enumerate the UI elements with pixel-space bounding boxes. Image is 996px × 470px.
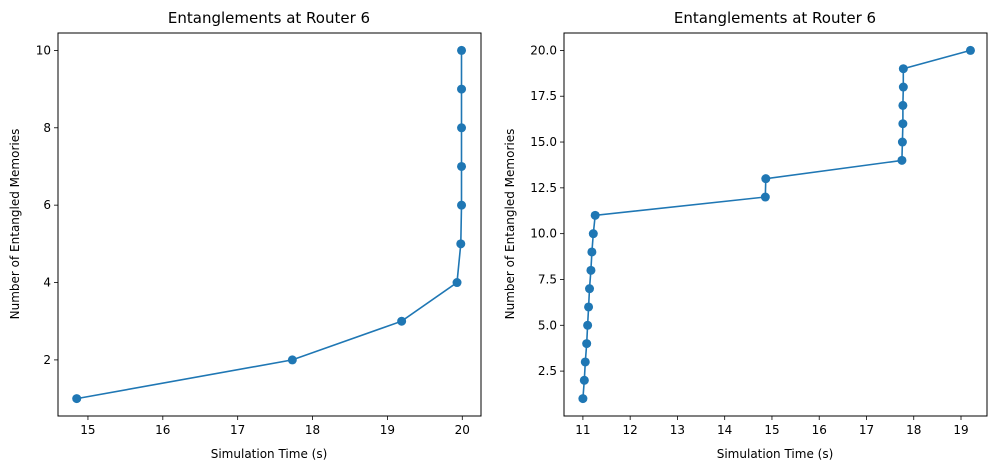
data-point <box>452 278 462 288</box>
y-tick-label: 12.5 <box>530 181 557 195</box>
plot-frame <box>57 32 482 417</box>
data-point <box>965 45 975 55</box>
data-point <box>457 123 467 133</box>
y-tick-label: 15.0 <box>530 135 557 149</box>
x-tick-label: 19 <box>380 423 395 437</box>
y-tick-label: 6 <box>43 198 51 212</box>
data-point <box>588 229 598 239</box>
x-tick-label: 15 <box>80 423 95 437</box>
y-tick-label: 10.0 <box>530 227 557 241</box>
plot-frame <box>563 32 988 417</box>
y-axis-label: Number of Entangled Memories <box>503 129 517 320</box>
chart-title: Entanglements at Router 6 <box>674 9 876 27</box>
data-point <box>582 339 592 349</box>
data-point <box>898 82 908 92</box>
data-point <box>457 161 467 171</box>
data-point <box>456 239 466 249</box>
data-point <box>760 192 770 202</box>
data-point <box>585 284 595 294</box>
y-tick-label: 4 <box>43 276 51 290</box>
series-line <box>76 50 463 400</box>
data-point <box>457 200 467 210</box>
data-point <box>898 119 908 129</box>
y-tick-label: 17.5 <box>530 89 557 103</box>
data-point <box>457 45 467 55</box>
data-point <box>583 320 593 330</box>
x-tick-label: 15 <box>764 423 779 437</box>
x-tick-label: 12 <box>623 423 638 437</box>
chart-right: Entanglements at Router 6 Simulation Tim… <box>503 9 988 461</box>
x-tick-label: 18 <box>906 423 921 437</box>
x-tick-label: 16 <box>812 423 827 437</box>
data-point <box>584 302 594 312</box>
data-point <box>898 100 908 110</box>
x-tick-label: 17 <box>859 423 874 437</box>
data-point <box>897 137 907 147</box>
y-tick-label: 8 <box>43 121 51 135</box>
x-tick-label: 16 <box>155 423 170 437</box>
data-point <box>457 84 467 94</box>
chart-title: Entanglements at Router 6 <box>168 9 370 27</box>
y-axis-label: Number of Entangled Memories <box>8 129 22 320</box>
y-tick-label: 20.0 <box>530 43 557 57</box>
y-tick-label: 2.5 <box>538 364 557 378</box>
y-tick-label: 5.0 <box>538 318 557 332</box>
x-tick-label: 19 <box>953 423 968 437</box>
x-axis-label: Simulation Time (s) <box>717 447 834 461</box>
y-tick-label: 2 <box>43 353 51 367</box>
data-point <box>898 64 908 74</box>
data-point <box>761 174 771 184</box>
y-tick-label: 7.5 <box>538 272 557 286</box>
data-point <box>397 316 407 326</box>
x-tick-label: 18 <box>305 423 320 437</box>
chart-left: Entanglements at Router 6 Simulation Tim… <box>8 9 482 461</box>
x-tick-label: 13 <box>670 423 685 437</box>
series-line <box>582 49 971 399</box>
data-point <box>579 375 589 385</box>
data-point <box>586 265 596 275</box>
data-point <box>287 355 297 365</box>
data-point <box>897 155 907 165</box>
data-point <box>72 394 82 404</box>
x-tick-label: 20 <box>455 423 470 437</box>
x-tick-label: 17 <box>230 423 245 437</box>
data-point <box>590 210 600 220</box>
data-point <box>580 357 590 367</box>
data-point <box>587 247 597 257</box>
y-tick-label: 10 <box>36 43 51 57</box>
x-axis-label: Simulation Time (s) <box>211 447 328 461</box>
data-point <box>578 394 588 404</box>
x-tick-label: 14 <box>717 423 732 437</box>
x-tick-label: 11 <box>575 423 590 437</box>
